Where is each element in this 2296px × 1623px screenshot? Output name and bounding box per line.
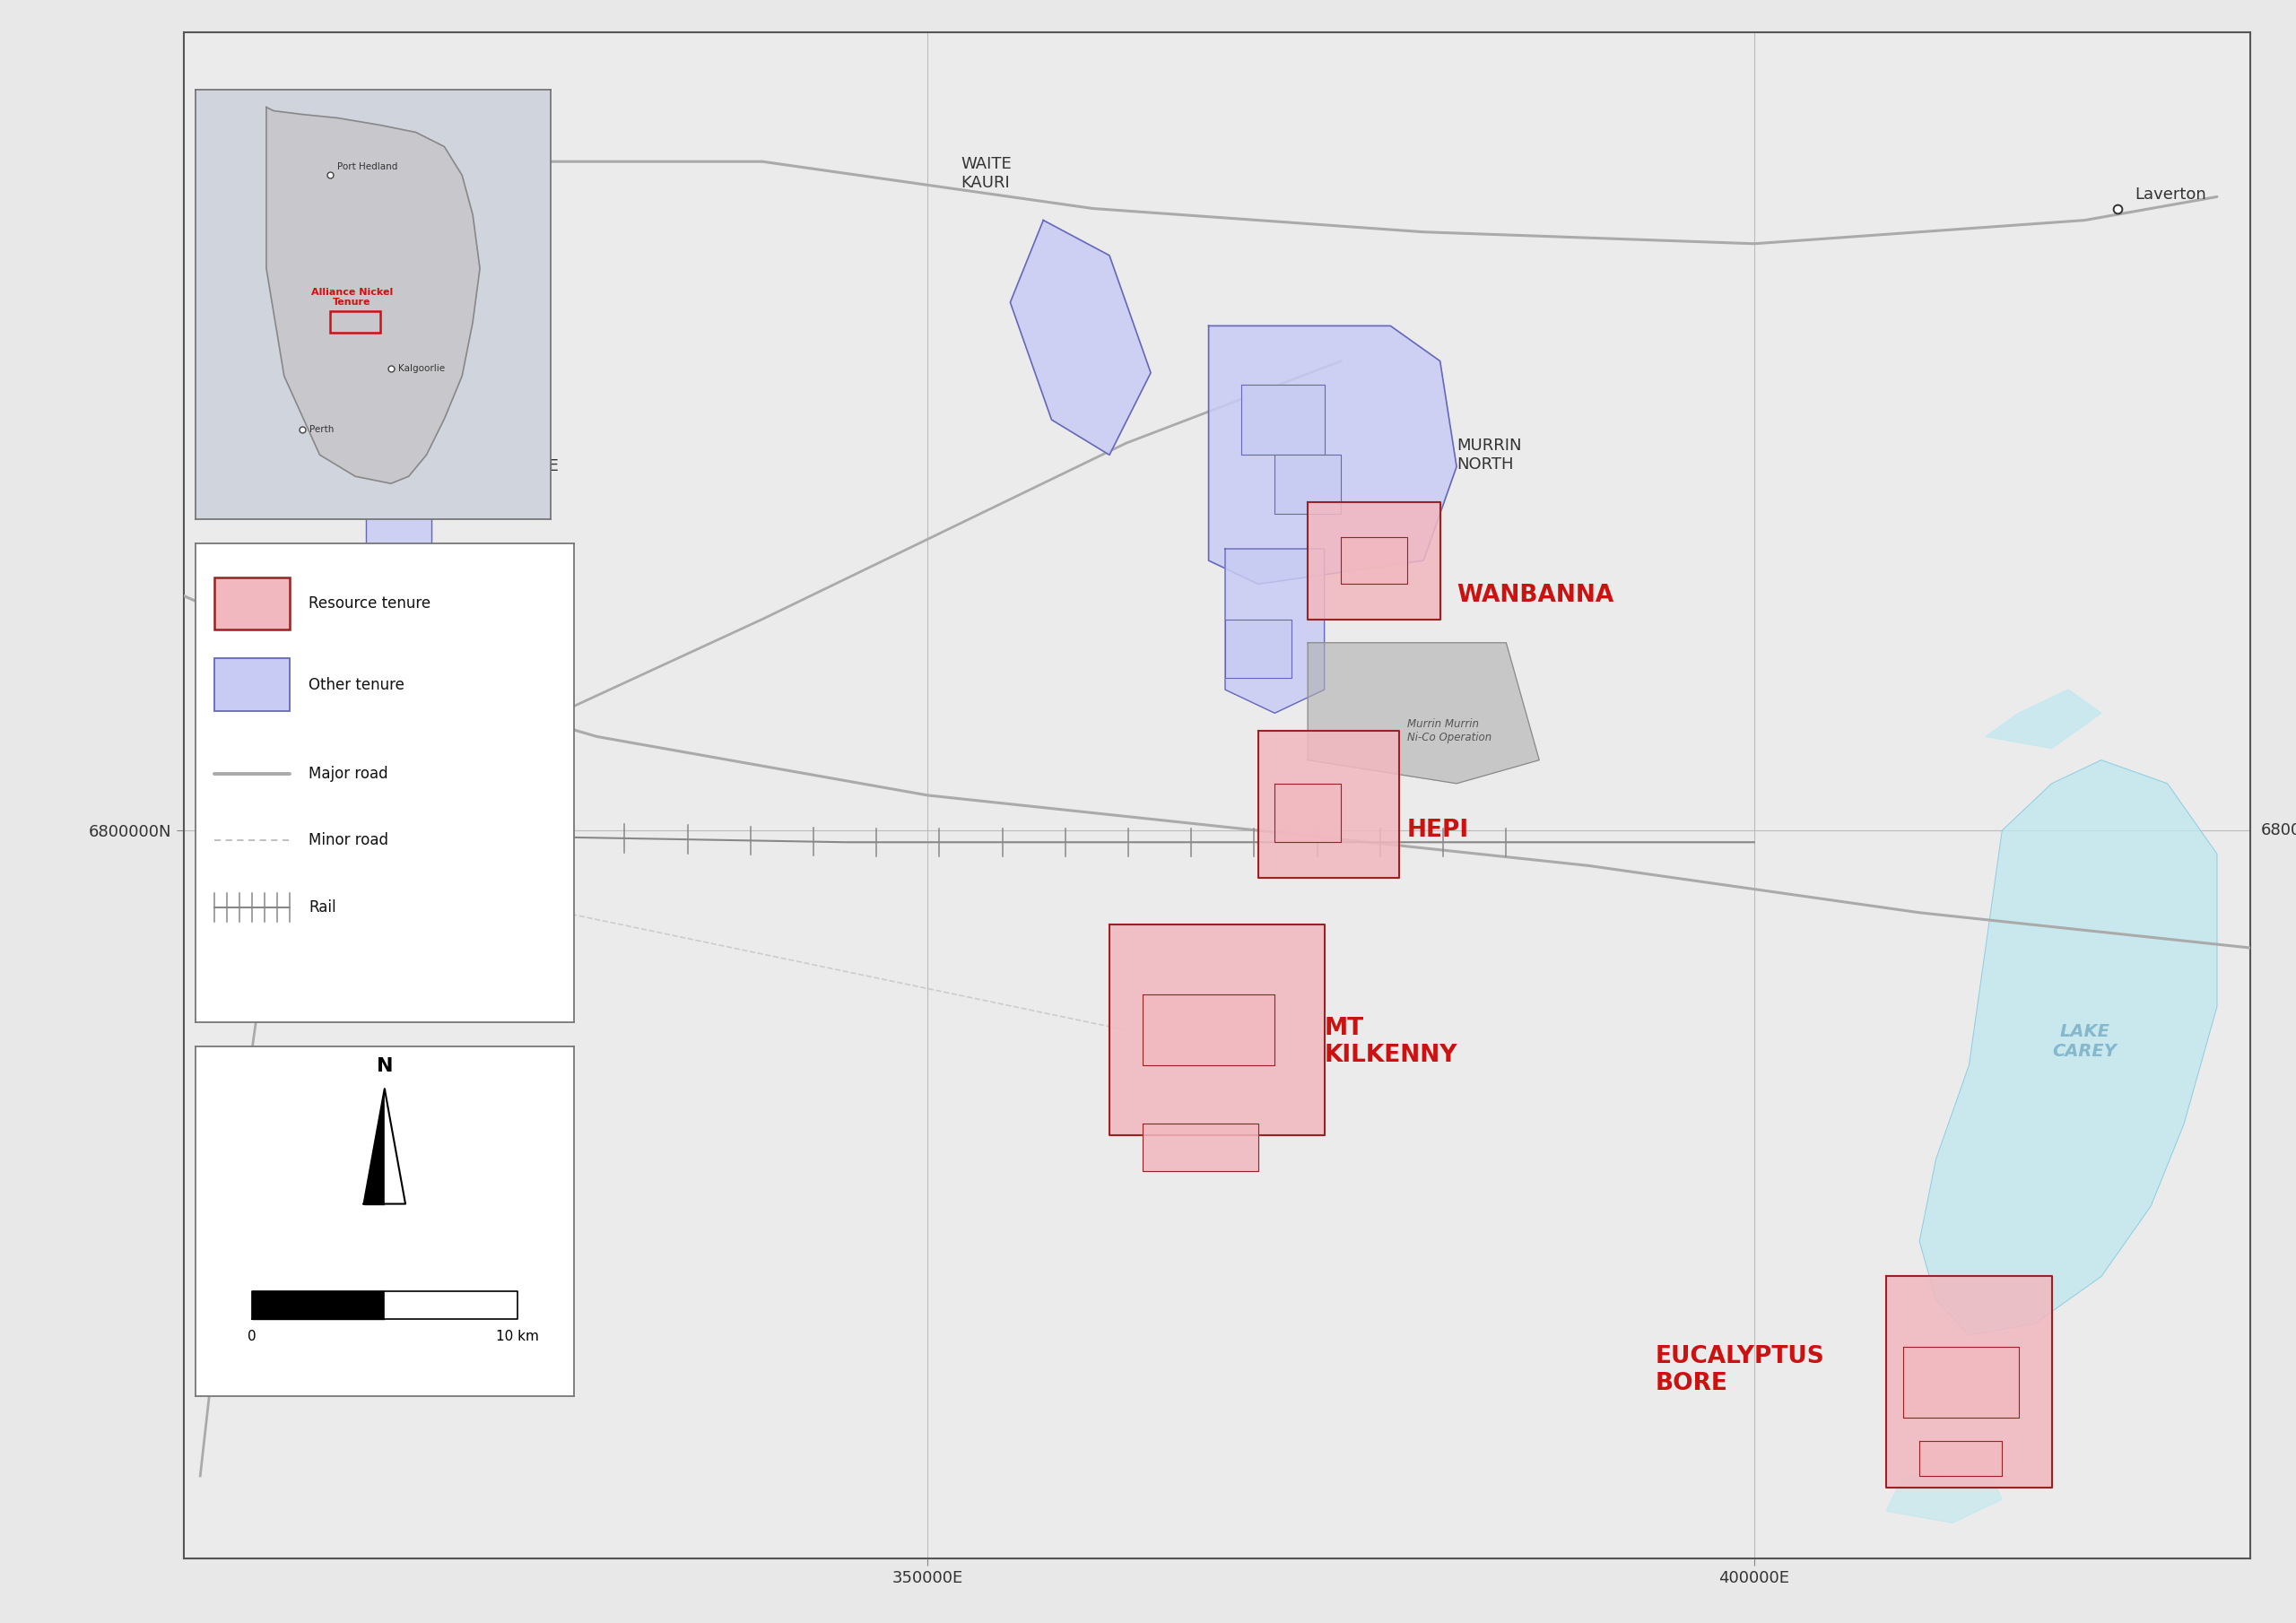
Text: MT
KILKENNY: MT KILKENNY (1325, 1016, 1458, 1066)
Bar (214, 578, 289, 630)
Text: EUCALYPTUS
BORE: EUCALYPTUS BORE (1655, 1345, 1825, 1396)
Polygon shape (1919, 1441, 2002, 1475)
Polygon shape (1887, 1276, 2053, 1488)
Bar (331, 312, 381, 333)
Polygon shape (1010, 221, 1150, 454)
Text: Kalgoorlie: Kalgoorlie (397, 364, 445, 373)
Polygon shape (1309, 502, 1440, 620)
Text: MERTONDALE: MERTONDALE (448, 459, 560, 476)
Text: Alliance Nickel
Tenure: Alliance Nickel Tenure (310, 287, 393, 307)
Polygon shape (1903, 1347, 2018, 1417)
Text: 6800000N: 6800000N (2262, 823, 2296, 839)
Text: Resource tenure: Resource tenure (310, 596, 432, 612)
Text: 0: 0 (248, 1329, 257, 1342)
Text: Laverton: Laverton (2135, 187, 2206, 203)
Polygon shape (386, 1089, 406, 1204)
Polygon shape (253, 1292, 386, 1319)
Polygon shape (1919, 760, 2218, 1336)
Polygon shape (1208, 326, 1456, 584)
Text: Major road: Major road (310, 766, 388, 782)
Text: Port Hedland: Port Hedland (338, 162, 397, 172)
Text: HEPI: HEPI (1407, 820, 1469, 842)
Text: Murrin Murrin
Ni-Co Operation: Murrin Murrin Ni-Co Operation (1407, 717, 1492, 743)
Polygon shape (1109, 925, 1325, 1136)
Polygon shape (1274, 784, 1341, 842)
Polygon shape (1242, 385, 1325, 454)
Polygon shape (363, 1089, 386, 1204)
Text: MURRIN
NORTH: MURRIN NORTH (1456, 438, 1522, 472)
Polygon shape (1309, 643, 1538, 784)
Text: 10 km: 10 km (496, 1329, 540, 1342)
Polygon shape (1274, 454, 1341, 513)
Text: WANBANNA: WANBANNA (1456, 584, 1614, 607)
Text: Minor road: Minor road (310, 833, 388, 849)
Polygon shape (1143, 995, 1274, 1065)
Text: Leonora: Leonora (340, 808, 406, 824)
Text: Rail: Rail (310, 899, 335, 915)
Polygon shape (1226, 549, 1325, 712)
Polygon shape (266, 107, 480, 484)
Polygon shape (1258, 730, 1398, 878)
Text: WAITE
KAURI: WAITE KAURI (960, 156, 1013, 190)
Text: Perth: Perth (310, 425, 333, 435)
Polygon shape (1143, 1123, 1258, 1170)
Text: LAKE
CAREY: LAKE CAREY (2053, 1024, 2117, 1060)
Polygon shape (1887, 1464, 2002, 1522)
Polygon shape (1986, 690, 2101, 748)
Bar (214, 659, 289, 711)
Polygon shape (365, 385, 432, 549)
Polygon shape (1226, 620, 1290, 678)
Text: N: N (377, 1057, 393, 1074)
Polygon shape (386, 1292, 517, 1319)
Polygon shape (1341, 537, 1407, 584)
Text: Other tenure: Other tenure (310, 677, 404, 693)
